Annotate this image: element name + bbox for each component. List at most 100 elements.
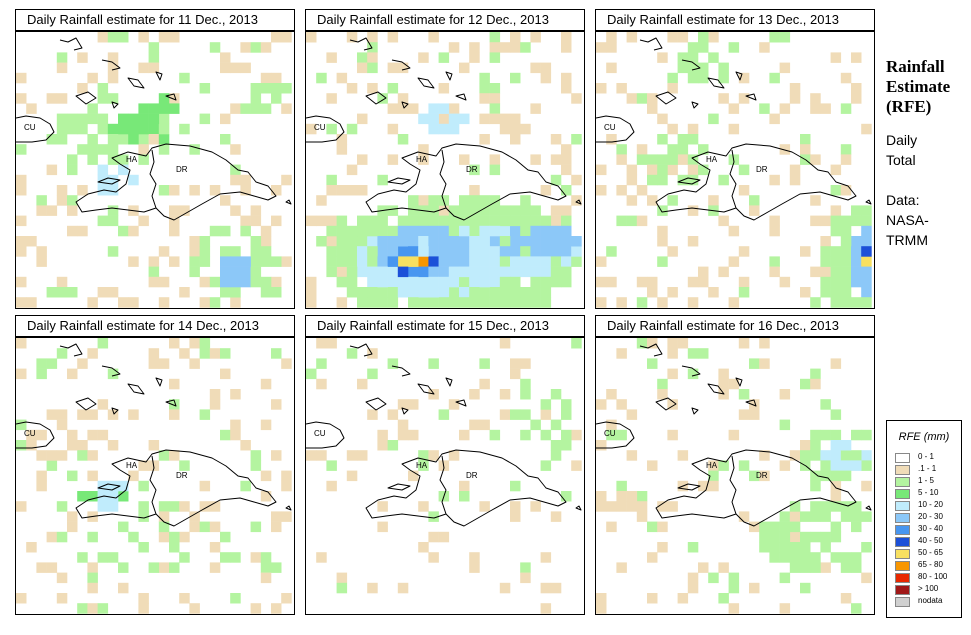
rain-cell <box>830 276 842 288</box>
coastline <box>306 421 345 449</box>
rain-cell <box>408 266 419 278</box>
rain-cell <box>489 246 501 257</box>
rain-cell <box>128 297 139 308</box>
rain-cell <box>647 358 658 369</box>
rain-cell <box>97 93 109 104</box>
rain-cell <box>687 154 699 165</box>
rain-cell <box>769 225 780 237</box>
rain-cell <box>107 287 119 298</box>
rain-cell <box>789 450 801 461</box>
coastline <box>596 115 635 143</box>
rain-cell <box>158 103 170 114</box>
rain-cell <box>326 123 337 135</box>
rain-cell <box>728 123 740 135</box>
rain-cell <box>820 266 831 278</box>
coastline <box>306 115 345 143</box>
rain-cell <box>540 460 552 471</box>
rain-cell <box>479 256 490 267</box>
rain-cell <box>667 144 678 155</box>
rain-cell <box>346 266 358 278</box>
rain-cell <box>397 93 409 104</box>
rain-cell <box>851 501 862 512</box>
rain-cell <box>830 429 842 441</box>
rain-cell <box>469 205 480 216</box>
rain-cell <box>840 185 852 196</box>
rain-cell <box>616 83 627 94</box>
rain-cell <box>596 593 607 604</box>
rain-cell <box>459 276 470 288</box>
rain-cell <box>240 42 251 53</box>
rain-cell <box>759 542 770 553</box>
rain-cell <box>158 297 170 308</box>
rain-cell <box>728 256 740 267</box>
coastline <box>285 199 292 205</box>
rain-cell <box>530 287 541 298</box>
rain-cell <box>87 429 98 441</box>
rain-cell <box>489 205 501 216</box>
rain-cell <box>708 113 719 125</box>
rain-cell <box>489 236 501 247</box>
rain-cell <box>209 348 221 359</box>
coastline <box>387 177 411 185</box>
rain-cell <box>199 480 211 492</box>
rain-cell <box>240 266 251 278</box>
rain-cell <box>387 123 399 135</box>
rain-cell <box>540 215 552 227</box>
rain-cell <box>616 144 627 155</box>
rain-cell <box>636 338 648 349</box>
rain-cell <box>326 52 337 63</box>
rain-cell <box>657 378 668 390</box>
coastline <box>575 199 582 205</box>
rain-cell <box>97 603 109 614</box>
rain-cell <box>397 266 409 278</box>
rain-cell <box>749 205 760 216</box>
rain-cell <box>499 287 511 298</box>
rain-cell <box>510 246 521 257</box>
rain-cell <box>810 429 821 441</box>
rain-cell <box>138 215 149 227</box>
rain-cell <box>367 62 378 74</box>
rain-cell <box>800 552 811 563</box>
rain-cell <box>626 501 638 512</box>
map-canvas: CU HA DR <box>596 32 872 308</box>
rain-cell <box>861 205 872 216</box>
rain-cell <box>851 603 862 614</box>
rain-cell <box>820 450 831 461</box>
panel-dec-11: Daily Rainfall estimate for 11 Dec., 201… <box>15 9 295 309</box>
rain-cell <box>626 93 638 104</box>
rain-cell <box>571 338 582 349</box>
coastline <box>155 71 163 81</box>
rain-cell <box>387 246 399 257</box>
rain-cell <box>367 287 378 298</box>
country-label-haiti: HA <box>416 461 428 470</box>
rain-cell <box>448 276 460 288</box>
rain-cell <box>606 42 617 53</box>
rain-cell <box>336 225 348 237</box>
rain-cell <box>550 225 562 237</box>
rain-cell <box>148 42 160 53</box>
rain-cell <box>851 552 862 563</box>
rain-cell <box>397 582 409 594</box>
rain-cell <box>489 287 501 298</box>
rain-cell <box>46 287 58 298</box>
rain-cell <box>418 460 429 471</box>
rain-cell <box>271 348 282 359</box>
rain-cell <box>230 287 241 298</box>
rain-cell <box>250 205 262 216</box>
rain-cell <box>769 215 780 227</box>
rain-cell <box>779 62 791 74</box>
rain-cell <box>77 123 88 135</box>
rain-cell <box>220 276 231 288</box>
rain-cell <box>550 450 562 461</box>
rain-cell <box>346 236 358 247</box>
rain-cell <box>800 531 811 543</box>
rain-cell <box>840 246 852 257</box>
rain-cell <box>77 491 88 502</box>
rain-cell <box>779 531 791 543</box>
rain-cell <box>749 470 760 482</box>
legend-swatch <box>895 549 910 559</box>
rain-cell <box>800 582 811 594</box>
rain-cell <box>851 521 862 533</box>
rain-cell <box>316 338 327 349</box>
rain-cell <box>667 338 678 349</box>
